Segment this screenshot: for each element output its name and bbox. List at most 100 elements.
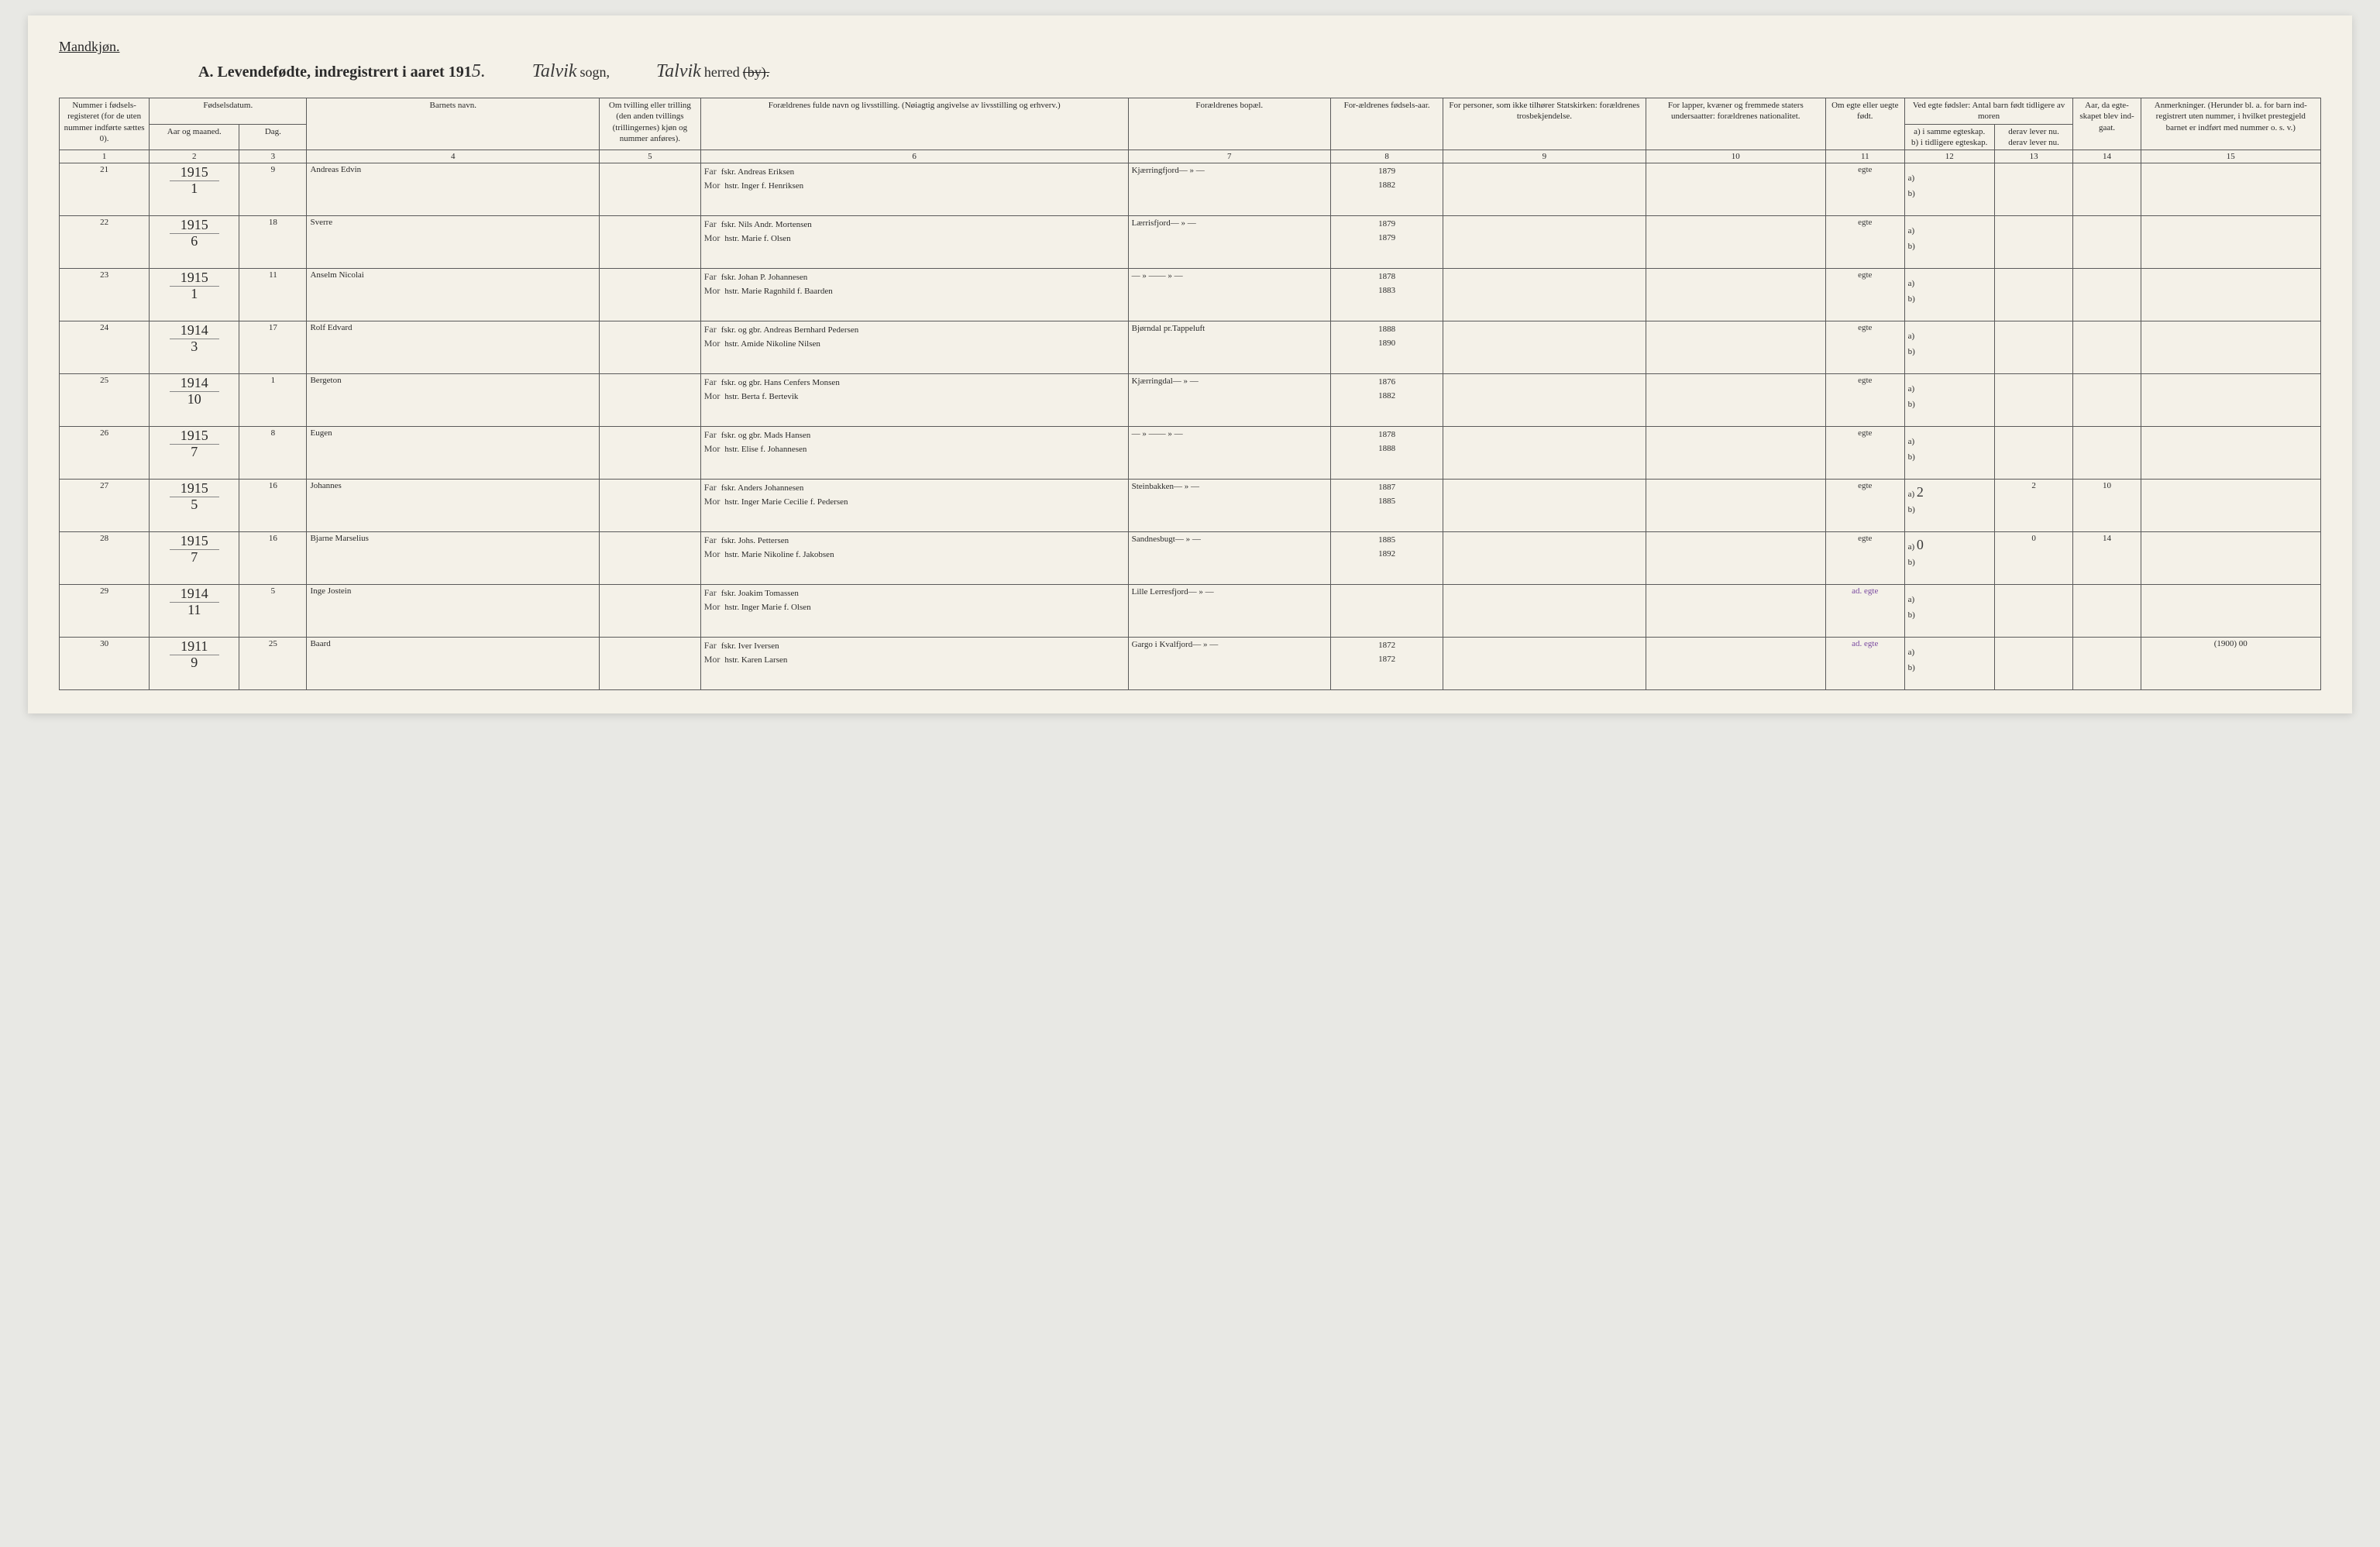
bopel-cell: Gargo i Kvalfjord— » —: [1128, 638, 1330, 690]
colnum: 12: [1904, 150, 1994, 163]
twin-cell: [600, 269, 701, 321]
ved-b: b): [1908, 662, 1991, 676]
father-line: Farfskr. Iver Iversen: [704, 639, 1125, 652]
col-header-6: Forældrenes fulde navn og livsstilling. …: [700, 98, 1128, 150]
father-year: 1878: [1334, 270, 1439, 284]
table-row: 281915716Bjarne MarseliusFarfskr. Johs. …: [60, 532, 2321, 585]
mother-line: Morhstr. Karen Larsen: [704, 653, 1125, 666]
col-header-8: For-ældrenes fødsels-aar.: [1331, 98, 1443, 150]
col-header-4: Barnets navn.: [307, 98, 600, 150]
colnum: 15: [2141, 150, 2320, 163]
bopel-mor: — » —: [1192, 640, 1218, 649]
bopel-cell: — » —— » —: [1128, 427, 1330, 480]
entry-number: 22: [60, 216, 150, 269]
marriage-year-cell: [2073, 321, 2141, 374]
ved-b: b): [1908, 609, 1991, 623]
derav-cell: [1994, 216, 2073, 269]
entry-number: 29: [60, 585, 150, 638]
mother-year: 1872: [1334, 653, 1439, 667]
derav-cell: [1994, 427, 2073, 480]
day-cell: 11: [239, 269, 307, 321]
child-name: Eugen: [307, 427, 600, 480]
bopel-mor: — » —: [1157, 271, 1183, 280]
derav-cell: 0: [1994, 532, 2073, 585]
nationality-cell: [1646, 638, 1825, 690]
table-body: 21191519Andreas EdvinFarfskr. Andreas Er…: [60, 163, 2321, 690]
table-row: 241914317Rolf EdvardFarfskr. og gbr. And…: [60, 321, 2321, 374]
col-13a: derav lever nu.: [1998, 126, 2070, 137]
table-row: 251914101BergetonFarfskr. og gbr. Hans C…: [60, 374, 2321, 427]
colnum: 14: [2073, 150, 2141, 163]
egte-cell: ad. egte: [1825, 638, 1904, 690]
mother-line: Morhstr. Inger Marie f. Olsen: [704, 600, 1125, 614]
date-cell: 19151: [150, 269, 239, 321]
child-name: Rolf Edvard: [307, 321, 600, 374]
child-name: Bergeton: [307, 374, 600, 427]
child-name: Sverre: [307, 216, 600, 269]
date-cell: 19157: [150, 532, 239, 585]
remarks-cell: [2141, 163, 2320, 216]
bopel-far: Kjærringdal: [1132, 376, 1173, 386]
mother-year: 1892: [1334, 548, 1439, 562]
ved-a: a): [1908, 376, 1991, 398]
father-line: Farfskr. Andreas Eriksen: [704, 165, 1125, 178]
egte-cell: egte: [1825, 532, 1904, 585]
father-year: 1872: [1334, 639, 1439, 653]
month-value: 7: [170, 549, 219, 566]
ved-b: b): [1908, 240, 1991, 254]
herred-struck: (by).: [743, 64, 770, 80]
religion-cell: [1443, 585, 1646, 638]
ved-a: a): [1908, 323, 1991, 345]
ved-cell: a) 0b): [1904, 532, 1994, 585]
mother-year: 1882: [1334, 390, 1439, 404]
table-row: 271915516JohannesFarfskr. Anders Johanne…: [60, 480, 2321, 532]
month-value: 1: [170, 180, 219, 197]
mother-line: Morhstr. Inger Marie Cecilie f. Pedersen: [704, 495, 1125, 508]
ved-cell: a) b): [1904, 163, 1994, 216]
ved-cell: a) b): [1904, 216, 1994, 269]
year-value: 1914: [153, 323, 236, 339]
date-cell: 191410: [150, 374, 239, 427]
year-value: 1915: [153, 165, 236, 180]
parents-cell: Farfskr. Joakim TomassenMorhstr. Inger M…: [700, 585, 1128, 638]
herred-label: herred: [704, 64, 740, 80]
mother-line: Morhstr. Marie Ragnhild f. Baarden: [704, 284, 1125, 297]
bopel-cell: Lærrisfjord— » —: [1128, 216, 1330, 269]
col-header-11: Om egte eller uegte født.: [1825, 98, 1904, 150]
religion-cell: [1443, 374, 1646, 427]
bopel-cell: — » —— » —: [1128, 269, 1330, 321]
title-main: A. Levendefødte, indregistrert i aaret 1…: [198, 61, 486, 82]
father-line: Farfskr. og gbr. Mads Hansen: [704, 428, 1125, 442]
col-header-7: Forældrenes bopæl.: [1128, 98, 1330, 150]
father-line: Farfskr. Johs. Pettersen: [704, 534, 1125, 547]
egte-cell: egte: [1825, 374, 1904, 427]
sogn-label: sogn,: [580, 64, 610, 80]
father-line: Farfskr. Nils Andr. Mortensen: [704, 218, 1125, 231]
marriage-year-cell: [2073, 638, 2141, 690]
bopel-mor: — » —: [1173, 376, 1199, 386]
bopel-far: — » —: [1132, 429, 1157, 438]
bopel-far: Sandnesbugt: [1132, 535, 1175, 544]
father-year: 1879: [1334, 165, 1439, 179]
table-row: 26191578EugenFarfskr. og gbr. Mads Hanse…: [60, 427, 2321, 480]
bopel-mor: — » —: [1175, 535, 1201, 544]
col-header-14: Aar, da egte-skapet blev ind-gaat.: [2073, 98, 2141, 150]
mother-year: 1888: [1334, 442, 1439, 456]
ved-b: b): [1908, 187, 1991, 201]
register-table: Nummer i fødsels-registeret (for de uten…: [59, 98, 2321, 690]
col-header-10: For lapper, kvæner og fremmede staters u…: [1646, 98, 1825, 150]
birthyear-cell: 18851892: [1331, 532, 1443, 585]
ved-b: b): [1908, 556, 1991, 570]
gender-label: Mandkjøn.: [59, 39, 2321, 55]
nationality-cell: [1646, 269, 1825, 321]
birthyear-cell: [1331, 585, 1443, 638]
ved-cell: a) b): [1904, 269, 1994, 321]
nationality-cell: [1646, 321, 1825, 374]
mother-line: Morhstr. Elise f. Johannesen: [704, 442, 1125, 456]
colnum: 5: [600, 150, 701, 163]
father-line: Farfskr. Joakim Tomassen: [704, 586, 1125, 600]
ved-b: b): [1908, 504, 1991, 517]
colnum: 6: [700, 150, 1128, 163]
day-cell: 25: [239, 638, 307, 690]
bopel-far: Kjærringfjord: [1132, 166, 1179, 175]
